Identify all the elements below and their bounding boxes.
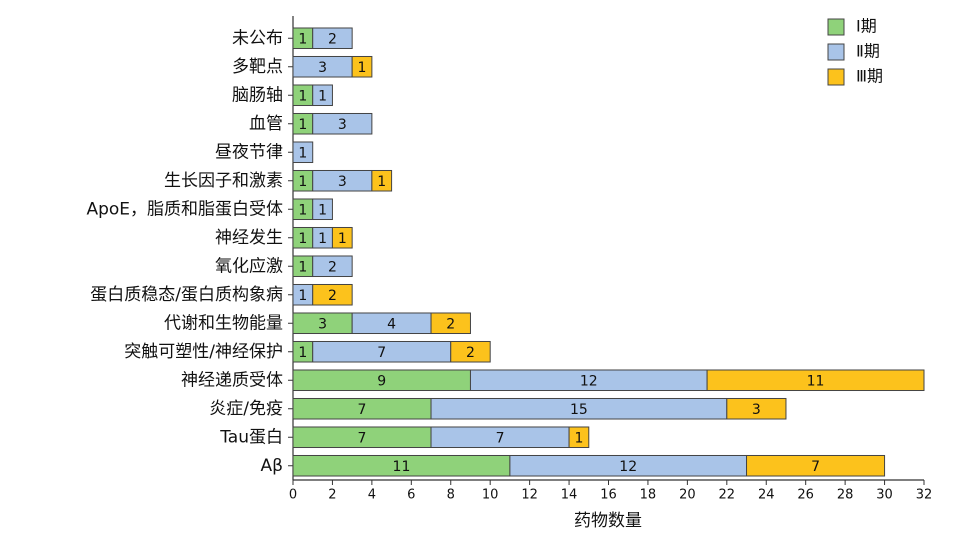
data-label: 1	[358, 60, 367, 76]
y-tick-label: 氧化应激	[215, 256, 283, 276]
data-label: 3	[752, 402, 761, 418]
data-label: 1	[298, 259, 307, 275]
data-label: 11	[807, 373, 825, 389]
bar-segment	[450, 340, 491, 363]
x-tick-label: 28	[837, 488, 854, 503]
bar-segment	[312, 112, 373, 135]
legend-label: Ⅲ期	[856, 67, 883, 86]
bar-segment	[746, 454, 886, 477]
data-label: 4	[387, 316, 396, 332]
x-tick-label: 10	[482, 488, 499, 503]
y-tick-label: 神经递质受体	[181, 370, 283, 390]
data-label: 7	[358, 402, 367, 418]
x-tick-label: 12	[521, 488, 538, 503]
data-label: 2	[328, 259, 337, 275]
bar-segment	[292, 141, 314, 164]
data-label: 7	[377, 345, 386, 361]
y-tick-label: Tau蛋白	[219, 427, 283, 447]
x-axis-label: 药物数量	[574, 511, 642, 531]
bar-segment	[312, 283, 353, 306]
x-tick-label: 4	[368, 488, 376, 503]
legend-swatch	[827, 68, 845, 86]
x-tick-label: 6	[407, 488, 415, 503]
data-label: 1	[377, 174, 386, 190]
x-tick-label: 22	[719, 488, 736, 503]
data-label: 1	[298, 231, 307, 247]
bar-segment	[312, 84, 333, 107]
data-label: 1	[298, 117, 307, 133]
y-tick-label: 突触可塑性/神经保护	[124, 342, 283, 362]
data-label: 3	[338, 117, 347, 133]
data-label: 9	[377, 373, 386, 389]
data-label: 1	[298, 88, 307, 104]
data-label: 12	[619, 459, 637, 475]
y-tick-label: 脑肠轴	[232, 85, 283, 105]
data-label: 1	[298, 31, 307, 47]
data-label: 3	[318, 316, 327, 332]
x-tick-label: 14	[561, 488, 578, 503]
y-tick-label: 蛋白质稳态/蛋白质构象病	[90, 285, 283, 305]
data-label: 3	[318, 60, 327, 76]
x-tick-label: 16	[600, 488, 617, 503]
data-label: 1	[574, 430, 583, 446]
bar-segment	[331, 226, 353, 249]
y-tick-label: 血管	[249, 114, 283, 134]
bar-segment	[312, 255, 353, 278]
bar-segment	[312, 27, 353, 50]
bar-segment	[351, 55, 373, 78]
data-label: 2	[466, 345, 475, 361]
data-label: 11	[393, 459, 411, 475]
data-label: 7	[811, 459, 820, 475]
bar-segment	[568, 426, 590, 449]
data-label: 1	[298, 345, 307, 361]
y-tick-label: 多靶点	[232, 57, 283, 77]
y-tick-label: Aβ	[261, 456, 283, 476]
y-tick-label: 代谢和生物能量	[164, 313, 283, 333]
legend-label: Ⅱ期	[856, 42, 880, 61]
x-tick-label: 24	[758, 488, 775, 503]
bar-segment	[371, 169, 393, 192]
data-label: 7	[496, 430, 505, 446]
data-label: 2	[446, 316, 455, 332]
data-label: 1	[318, 88, 327, 104]
data-label: 1	[298, 174, 307, 190]
x-tick-label: 8	[447, 488, 455, 503]
x-tick-label: 20	[679, 488, 696, 503]
bar-segment	[430, 312, 471, 335]
y-tick-label: 神经发生	[215, 228, 283, 248]
data-label: 12	[580, 373, 598, 389]
data-label: 1	[318, 202, 327, 218]
x-tick-label: 2	[328, 488, 336, 503]
data-label: 2	[328, 31, 337, 47]
legend-label: Ⅰ期	[856, 17, 877, 36]
data-label: 1	[298, 288, 307, 304]
data-label: 2	[328, 288, 337, 304]
data-label: 7	[358, 430, 367, 446]
x-tick-label: 0	[289, 488, 297, 503]
bar-segment	[312, 198, 333, 221]
y-tick-label: 昼夜节律	[215, 142, 283, 162]
legend-swatch	[827, 18, 845, 36]
legend-swatch	[827, 43, 845, 61]
data-label: 15	[570, 402, 588, 418]
x-tick-label: 18	[640, 488, 657, 503]
x-tick-label: 32	[916, 488, 933, 503]
x-tick-label: 26	[797, 488, 814, 503]
y-tick-label: 炎症/免疫	[209, 399, 283, 419]
y-tick-label: 生长因子和激素	[164, 171, 283, 191]
bar-segment	[706, 369, 925, 392]
bar-segment	[726, 397, 787, 420]
data-label: 1	[338, 231, 347, 247]
y-tick-label: 未公布	[232, 28, 283, 48]
data-label: 3	[338, 174, 347, 190]
x-tick-label: 30	[876, 488, 893, 503]
y-tick-label: ApoE，脂质和脂蛋白受体	[86, 199, 283, 219]
data-label: 1	[318, 231, 327, 247]
data-label: 1	[298, 145, 307, 161]
data-label: 1	[298, 202, 307, 218]
